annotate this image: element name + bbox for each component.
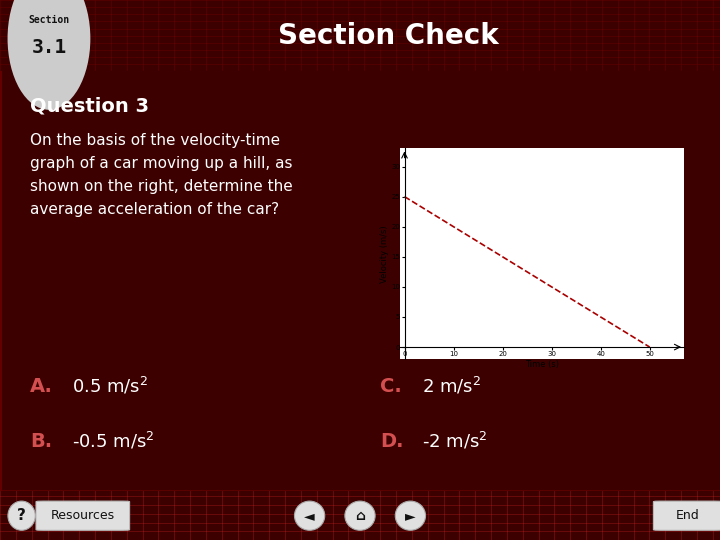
Text: -0.5 m/s$^{2}$: -0.5 m/s$^{2}$: [72, 431, 155, 452]
Text: 3.1: 3.1: [32, 38, 66, 57]
Text: ◄: ◄: [305, 509, 315, 523]
Text: ?: ?: [17, 508, 26, 523]
FancyBboxPatch shape: [654, 501, 720, 530]
Ellipse shape: [8, 0, 91, 110]
X-axis label: Time (s): Time (s): [525, 360, 559, 369]
Text: -2 m/s$^{2}$: -2 m/s$^{2}$: [422, 431, 487, 452]
Text: On the basis of the velocity-time
graph of a car moving up a hill, as
shown on t: On the basis of the velocity-time graph …: [30, 133, 293, 217]
Text: A.: A.: [30, 377, 53, 396]
Text: 0.5 m/s$^{2}$: 0.5 m/s$^{2}$: [72, 376, 148, 397]
Text: ⌂: ⌂: [355, 509, 365, 523]
Ellipse shape: [395, 501, 426, 530]
Text: End: End: [676, 509, 699, 522]
Text: Question 3: Question 3: [30, 96, 149, 115]
Text: C.: C.: [380, 377, 402, 396]
Text: 2 m/s$^{2}$: 2 m/s$^{2}$: [422, 376, 481, 397]
Text: Resources: Resources: [50, 509, 115, 522]
Text: ►: ►: [405, 509, 415, 523]
Text: Section: Section: [28, 15, 70, 25]
FancyBboxPatch shape: [36, 501, 130, 530]
Text: D.: D.: [380, 432, 403, 451]
Ellipse shape: [8, 501, 35, 530]
Ellipse shape: [294, 501, 325, 530]
Text: B.: B.: [30, 432, 52, 451]
Text: Section Check: Section Check: [279, 22, 499, 50]
Ellipse shape: [345, 501, 375, 530]
Y-axis label: Velocity (m/s): Velocity (m/s): [379, 225, 389, 282]
